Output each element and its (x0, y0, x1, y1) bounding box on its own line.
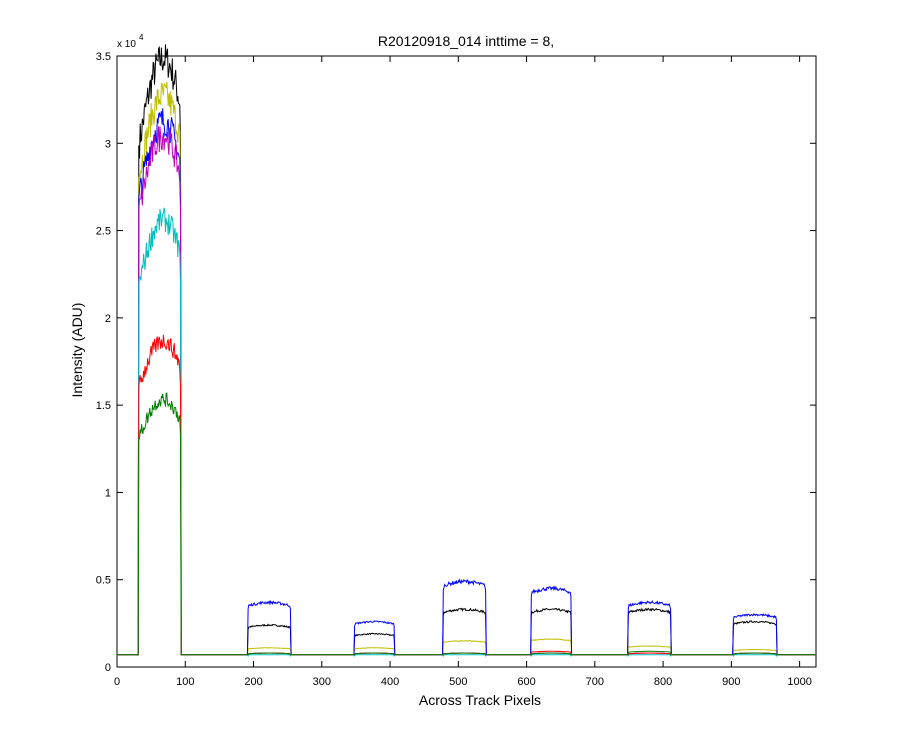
y-axis-ticks: 0 0.5 1 1.5 2 2.5 3 3.5 (96, 51, 816, 674)
series-line-7 (117, 392, 816, 656)
x-tick-label: 0 (114, 676, 120, 688)
x-tick-label: 100 (176, 676, 194, 688)
series-line-5 (117, 207, 816, 658)
x-tick-label: 300 (313, 676, 331, 688)
x-axis-ticks: 0 100 200 300 400 500 600 700 800 900 1000 (114, 56, 812, 688)
x-tick-label: 1000 (787, 676, 811, 688)
x-tick-label: 600 (517, 676, 535, 688)
x-tick-label: 400 (381, 676, 399, 688)
y-exponent-power: 4 (139, 33, 144, 42)
y-axis-label: Intensity (ADU) (69, 303, 85, 398)
y-tick-label: 1.5 (96, 400, 111, 412)
y-exponent-base: x 10 (117, 39, 136, 50)
x-tick-label: 700 (586, 676, 604, 688)
series-line-1 (117, 44, 816, 656)
x-tick-label: 900 (722, 676, 740, 688)
x-tick-label: 500 (449, 676, 467, 688)
y-tick-label: 3.5 (96, 51, 111, 63)
y-tick-label: 2 (105, 313, 111, 325)
x-axis-label: Across Track Pixels (419, 692, 541, 708)
y-tick-label: 1 (105, 487, 111, 499)
y-tick-label: 0 (105, 662, 111, 674)
y-tick-label: 0.5 (96, 575, 111, 587)
x-tick-label: 800 (654, 676, 672, 688)
series-line-3 (117, 108, 816, 656)
series-layer (117, 44, 816, 658)
plot-area (116, 55, 817, 668)
chart-title: R20120918_014 inttime = 8, (378, 33, 554, 49)
x-tick-label: 200 (244, 676, 262, 688)
series-line-2 (117, 82, 816, 656)
y-tick-label: 3 (105, 138, 111, 150)
y-tick-label: 2.5 (96, 226, 111, 238)
